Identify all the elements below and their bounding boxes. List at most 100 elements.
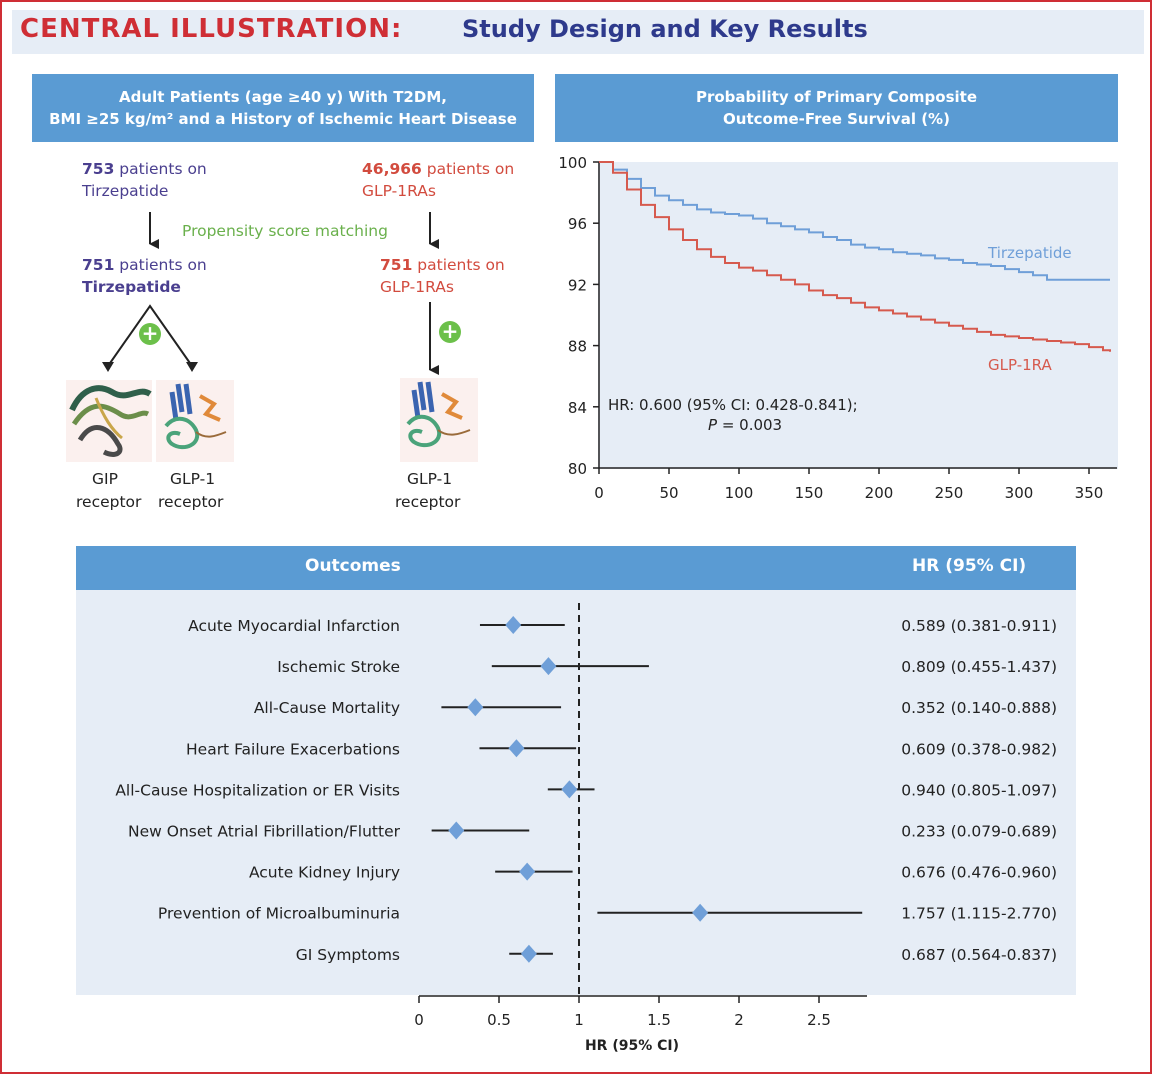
km-y-tick-label: 100 [558,154,587,172]
km-x-tick-label: 100 [725,484,754,502]
glp-before-suffix: patients on [421,160,515,178]
forest-hr-marker [467,698,484,717]
forest-hr-value: 0.940 (0.805-1.097) [901,781,1057,799]
forest-x-tick-label: 1.5 [647,1011,671,1029]
forest-hr-value: 0.609 (0.378-0.982) [901,740,1057,758]
tirz-after-drug: Tirzepatide [82,278,181,296]
forest-header: Outcomes HR (95% CI) [76,546,1076,590]
tirz-before-count: 753 [82,160,115,178]
forest-x-tick-label: 2.5 [807,1011,831,1029]
forest-hr-marker [540,657,557,676]
forest-hr-value: 0.676 (0.476-0.960) [901,864,1057,882]
tirz-after-suffix: patients on [114,256,207,274]
forest-hr-value: 0.352 (0.140-0.888) [901,699,1057,717]
forest-outcome-label: Prevention of Microalbuminuria [158,905,400,923]
km-header-line2: Outcome-Free Survival (%) [723,110,950,128]
forest-hr-marker [519,862,536,881]
glp1-receptor-b-label-line1: GLP-1 [407,470,453,488]
forest-hr-marker [508,739,525,758]
glp-before-count-line: 46,966 patients on [362,158,514,180]
propensity-matching-label: Propensity score matching [182,222,388,240]
km-x-tick-label: 250 [935,484,964,502]
km-y-tick-label: 80 [568,460,587,478]
glp-before-drug: GLP-1RAs [362,182,436,200]
forest-header-hr: HR (95% CI) [912,556,1027,576]
forest-x-tick-label: 1 [574,1011,584,1029]
km-y-tick-label: 92 [568,276,587,294]
km-header-line1: Probability of Primary Composite [695,88,978,106]
forest-hr-marker [448,821,465,840]
km-x-tick-label: 300 [1005,484,1034,502]
figure-title: Study Design and Key Results [462,15,868,43]
glp-after-count: 751 [380,256,413,274]
arrow-tirz-split [107,304,193,367]
gip-receptor-icon [66,380,152,462]
forest-outcome-label: Acute Kidney Injury [249,864,400,882]
glp-before-count: 46,966 [362,160,422,178]
km-x-tick-label: 350 [1075,484,1104,502]
km-y-tick-label: 96 [568,215,587,233]
gip-receptor-label-line2: receptor [76,493,142,511]
study-design-diagram [66,212,478,462]
forest-outcome-label: All-Cause Mortality [254,699,400,717]
plus-icon: + [139,323,161,345]
forest-x-tick-label: 0 [414,1011,424,1029]
km-annotation-p-value: = 0.003 [717,416,782,434]
forest-x-axis-title: HR (95% CI) [585,1038,679,1054]
forest-hr-marker [692,903,709,922]
km-y-tick-label: 84 [568,399,587,417]
tirz-before-suffix: patients on [114,160,207,178]
forest-x-tick-label: 0.5 [487,1011,511,1029]
glp1-receptor-label-line2: receptor [158,493,224,511]
title-bar [12,10,1144,54]
tirz-after-count-line: 751 patients on [82,254,207,276]
glp-after-count-line: 751 patients on [380,254,505,276]
glp1-receptor-label-line1: GLP-1 [170,470,216,488]
forest-hr-value: 0.809 (0.455-1.437) [901,658,1057,676]
forest-outcome-label: Ischemic Stroke [277,658,400,676]
arrow-head-gip [102,362,114,372]
forest-outcome-label: GI Symptoms [296,946,400,964]
forest-hr-value: 0.687 (0.564-0.837) [901,946,1057,964]
study-design-header: Adult Patients (age ≥40 y) With T2DM, BM… [32,74,534,142]
forest-hr-value: 1.757 (1.115-2.770) [901,905,1057,923]
km-x-tick-label: 150 [795,484,824,502]
km-plot-background [598,162,1118,469]
glp-after-suffix: patients on [412,256,505,274]
plus-icon-b: + [439,321,461,343]
km-panel-header: Probability of Primary Composite Outcome… [555,74,1118,142]
forest-hr-marker [561,780,578,799]
glp1-receptor-icon-b [400,378,478,462]
study-design-header-line2: BMI ≥25 kg/m² and a History of Ischemic … [49,110,517,128]
km-y-tick-label: 88 [568,338,587,356]
km-line-tirzepatide [599,161,1110,281]
gip-receptor-label-line1: GIP [92,470,118,488]
forest-outcome-label: All-Cause Hospitalization or ER Visits [115,781,400,799]
forest-outcome-label: New Onset Atrial Fibrillation/Flutter [128,823,401,841]
glp1-receptor-icon [156,380,234,462]
forest-outcome-label: Acute Myocardial Infarction [188,617,400,635]
km-legend-glp1ra: GLP-1RA [988,356,1052,374]
forest-header-outcomes: Outcomes [305,556,401,576]
km-x-tick-label: 0 [594,484,604,502]
tirz-after-count: 751 [82,256,115,274]
glp1-receptor-b-label-line2: receptor [395,493,461,511]
tirz-before-drug: Tirzepatide [82,182,169,200]
glp-after-drug: GLP-1RAs [380,278,454,296]
forest-plot-background [76,590,1076,995]
arrow-head-glp1 [186,362,198,372]
km-legend-tirzepatide: Tirzepatide [987,244,1072,262]
km-x-tick-label: 200 [865,484,894,502]
forest-outcome-label: Heart Failure Exacerbations [186,740,400,758]
figure-title-label: CENTRAL ILLUSTRATION: [20,14,403,44]
forest-hr-value: 0.589 (0.381-0.911) [901,617,1057,635]
km-annotation-p-label: P [708,416,718,434]
forest-hr-marker [505,616,522,634]
forest-hr-value: 0.233 (0.079-0.689) [901,823,1057,841]
km-line-glp1ra [599,161,1111,352]
forest-hr-marker [520,944,537,963]
study-design-header-line1: Adult Patients (age ≥40 y) With T2DM, [119,88,447,106]
km-x-tick-label: 50 [659,484,678,502]
km-annotation-hr: HR: 0.600 (95% CI: 0.428-0.841); [608,396,858,414]
